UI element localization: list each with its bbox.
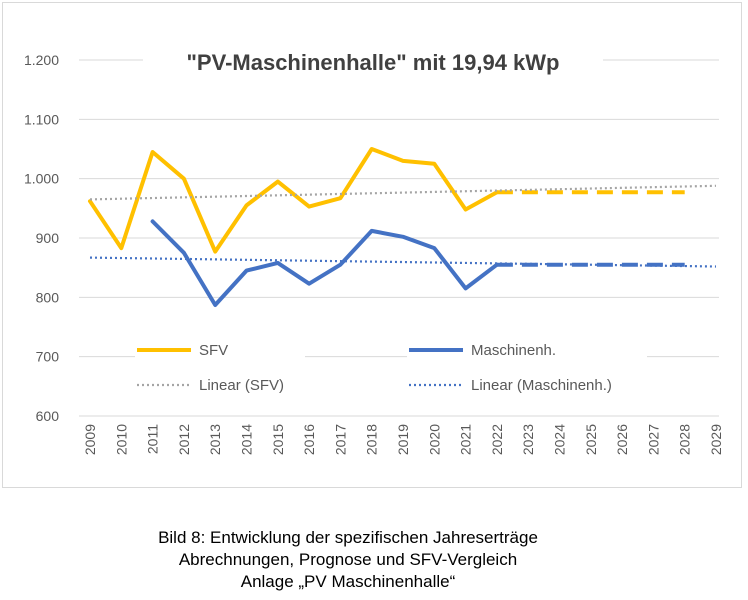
caption-line-3: Anlage „PV Maschinenhalle“ [240,572,456,591]
x-tick-label: 2024 [552,424,568,455]
x-tick-label: 2019 [395,424,411,455]
legend-label: Linear (Maschinenh.) [471,377,612,394]
legend-backdrop [407,373,647,397]
y-tick-label: 700 [36,349,60,365]
x-tick-label: 2015 [270,424,286,455]
x-tick-label: 2023 [520,424,536,455]
series-line-maschinenh [150,219,499,307]
x-tick-label: 2011 [145,424,161,454]
series-line-linear-maschinenh [89,256,717,268]
caption-line-1: Bild 8: Entwicklung der spezifischen Jah… [158,528,538,547]
caption-line-2: Abrechnungen, Prognose und SFV-Vergleich [178,550,518,569]
x-tick-label: 2027 [645,424,661,455]
y-tick-label: 900 [36,230,60,246]
series-line-linear-sfv [89,184,717,201]
legend-label: Maschinenh. [471,342,556,359]
x-tick-label: 2021 [458,424,474,455]
x-tick-label: 2029 [708,424,724,455]
figure-caption: Bild 8: Entwicklung der spezifischen Jah… [0,527,696,593]
y-tick-label: 1.200 [24,52,59,68]
x-tick-label: 2010 [113,424,129,455]
chart-title-backdrop [143,46,603,80]
y-tick-label: 800 [36,289,60,305]
x-tick-label: 2017 [332,424,348,455]
x-tick-label: 2020 [426,424,442,455]
legend-label: Linear (SFV) [199,377,284,394]
x-tick-label: 2016 [301,424,317,455]
y-tick-label: 600 [36,408,60,424]
x-tick-label: 2018 [364,424,380,455]
x-tick-label: 2014 [239,424,255,455]
x-tick-label: 2013 [207,424,223,455]
legend-label: SFV [199,342,228,359]
y-tick-label: 1.100 [24,111,59,127]
x-tick-label: 2025 [583,424,599,455]
x-tick-label: 2009 [82,424,98,455]
chart-frame: 600 700 800 900 1.000 1.100 1.200 2009 2010 2011 2… [2,2,742,488]
x-tick-label: 2028 [677,424,693,455]
line-chart: 600 700 800 900 1.000 1.100 1.200 2009 2010 2011 2… [24,46,724,455]
x-tick-label: 2026 [614,424,630,455]
chart-title: "PV-Maschinenhalle" mit 19,94 kWp [187,50,560,75]
x-tick-label: 2012 [176,424,192,455]
x-tick-label: 2022 [489,424,505,455]
y-tick-label: 1.000 [24,171,59,187]
series-line-sfv [88,147,499,254]
